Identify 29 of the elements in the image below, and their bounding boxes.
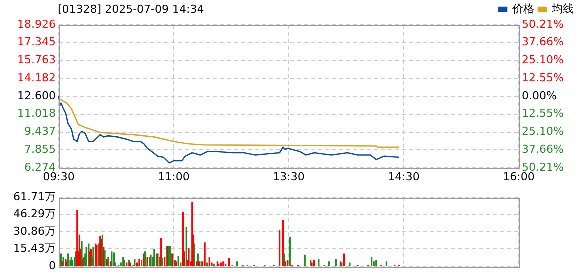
y2-tick-label: 25.10%: [522, 125, 564, 138]
legend-label: 均线: [551, 2, 574, 16]
y2-tick-label: 37.66%: [522, 36, 564, 49]
y-tick-label: 15.763: [18, 54, 56, 67]
y-tick-label: 11.018: [18, 107, 56, 120]
x-tick-label: 09:30: [43, 170, 75, 184]
x-tick-label: 13:30: [273, 170, 305, 184]
y-tick-label: 12.600: [18, 89, 56, 102]
y2-tick-label: 12.55%: [522, 107, 564, 120]
y-tick-label: 15.43万: [14, 242, 56, 256]
y2-tick-label: 37.66%: [522, 142, 564, 156]
y-tick-label: 18.926: [18, 18, 56, 31]
y-tick-label: 7.855: [24, 142, 56, 156]
chart-title: [01328] 2025-07-09 14:34: [58, 3, 204, 16]
x-tick-label: 11:00: [158, 170, 190, 184]
y-tick-label: 0: [49, 259, 56, 272]
y2-tick-label: 25.10%: [522, 54, 564, 67]
y-tick-label: 9.437: [24, 125, 56, 138]
y2-tick-label: 50.21%: [522, 18, 564, 31]
y2-tick-label: 0.00%: [522, 89, 557, 102]
x-tick-label: 14:30: [388, 170, 420, 184]
x-tick-label: 16:00: [503, 170, 535, 184]
y-tick-label: 61.71万: [14, 190, 56, 204]
y-tick-label: 30.86万: [14, 224, 56, 238]
y-tick-label: 17.345: [18, 36, 56, 49]
legend-label: 价格: [512, 2, 534, 16]
y-tick-label: 46.29万: [14, 208, 56, 221]
y-tick-label: 14.182: [18, 71, 56, 84]
y2-tick-label: 12.55%: [522, 71, 564, 84]
